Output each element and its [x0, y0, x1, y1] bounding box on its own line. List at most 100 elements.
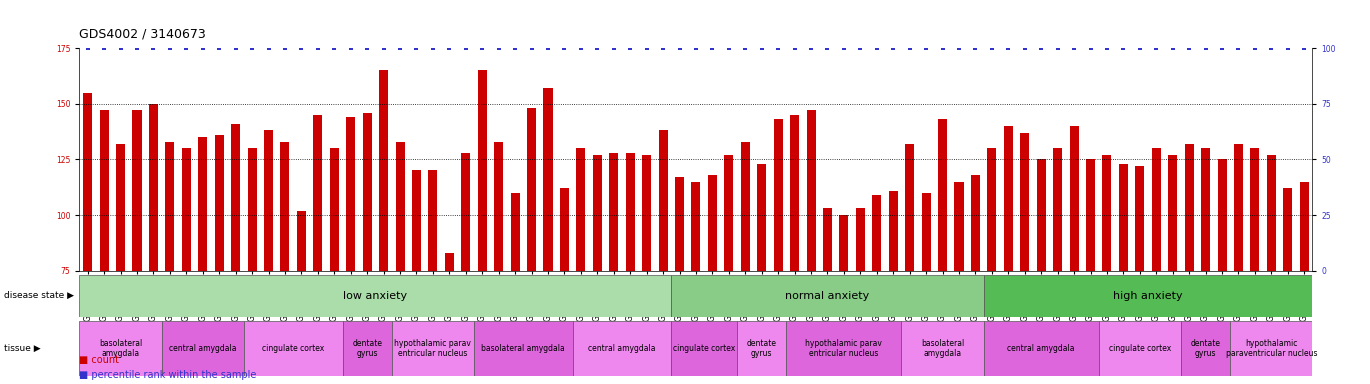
- Point: [504, 45, 526, 51]
- Text: basolateral
amygdala: basolateral amygdala: [921, 339, 964, 358]
- Bar: [1054, 148, 1062, 271]
- Point: [1030, 45, 1052, 51]
- Bar: [396, 142, 404, 271]
- Point: [586, 45, 608, 51]
- Bar: [840, 215, 848, 271]
- Bar: [626, 153, 634, 271]
- Text: low anxiety: low anxiety: [344, 291, 407, 301]
- Bar: [166, 142, 174, 271]
- Bar: [314, 115, 322, 271]
- Point: [652, 45, 674, 51]
- Bar: [971, 175, 980, 271]
- Bar: [1230, 321, 1312, 376]
- Point: [882, 45, 904, 51]
- Bar: [1218, 159, 1226, 271]
- Bar: [906, 144, 914, 271]
- Bar: [955, 182, 963, 271]
- Point: [685, 45, 707, 51]
- Bar: [1267, 155, 1275, 271]
- Bar: [215, 135, 223, 271]
- Point: [373, 45, 395, 51]
- Text: cingulate cortex: cingulate cortex: [1108, 344, 1171, 353]
- Text: dentate
gyrus: dentate gyrus: [1191, 339, 1221, 358]
- Text: central amygdala: central amygdala: [1007, 344, 1075, 353]
- Point: [159, 45, 181, 51]
- Bar: [938, 119, 947, 271]
- Point: [356, 45, 378, 51]
- Bar: [856, 209, 864, 271]
- Point: [800, 45, 822, 51]
- Point: [784, 45, 806, 51]
- Bar: [379, 70, 388, 271]
- Point: [1178, 45, 1200, 51]
- Bar: [560, 188, 569, 271]
- Bar: [577, 148, 585, 271]
- Bar: [133, 110, 141, 271]
- Bar: [823, 209, 832, 271]
- Bar: [737, 321, 786, 376]
- Point: [751, 45, 773, 51]
- Text: high anxiety: high anxiety: [1114, 291, 1182, 301]
- Point: [932, 45, 954, 51]
- Bar: [873, 195, 881, 271]
- Point: [389, 45, 411, 51]
- Point: [1096, 45, 1118, 51]
- Bar: [244, 321, 342, 376]
- Point: [1080, 45, 1101, 51]
- Point: [1277, 45, 1299, 51]
- Point: [899, 45, 921, 51]
- Bar: [347, 117, 355, 271]
- Bar: [1152, 148, 1160, 271]
- Point: [455, 45, 477, 51]
- Point: [192, 45, 214, 51]
- Point: [1195, 45, 1217, 51]
- Bar: [1300, 182, 1308, 271]
- Point: [406, 45, 427, 51]
- Point: [77, 45, 99, 51]
- Point: [1063, 45, 1085, 51]
- Point: [258, 45, 279, 51]
- Bar: [1070, 126, 1078, 271]
- Bar: [901, 321, 984, 376]
- Point: [175, 45, 197, 51]
- Point: [537, 45, 559, 51]
- Text: normal anxiety: normal anxiety: [785, 291, 870, 301]
- Bar: [593, 155, 601, 271]
- Bar: [330, 148, 338, 271]
- Point: [1047, 45, 1069, 51]
- Text: hypothalamic parav
entricular nucleus: hypothalamic parav entricular nucleus: [395, 339, 471, 358]
- Point: [866, 45, 888, 51]
- Bar: [692, 182, 700, 271]
- Text: ■ percentile rank within the sample: ■ percentile rank within the sample: [79, 370, 256, 380]
- Point: [274, 45, 296, 51]
- Point: [241, 45, 263, 51]
- Point: [1293, 45, 1315, 51]
- Bar: [1201, 148, 1210, 271]
- Bar: [984, 321, 1099, 376]
- Point: [964, 45, 986, 51]
- Bar: [790, 115, 799, 271]
- Point: [1129, 45, 1151, 51]
- Bar: [162, 321, 244, 376]
- Bar: [297, 210, 306, 271]
- Point: [636, 45, 658, 51]
- Point: [307, 45, 329, 51]
- Point: [981, 45, 1003, 51]
- Point: [488, 45, 510, 51]
- Bar: [495, 142, 503, 271]
- Bar: [1169, 155, 1177, 271]
- Point: [734, 45, 756, 51]
- Point: [208, 45, 230, 51]
- Point: [110, 45, 132, 51]
- Point: [438, 45, 460, 51]
- Point: [603, 45, 625, 51]
- Bar: [149, 104, 158, 271]
- Bar: [232, 124, 240, 271]
- Point: [1112, 45, 1134, 51]
- Bar: [116, 144, 125, 271]
- Text: dentate
gyrus: dentate gyrus: [747, 339, 777, 358]
- Bar: [79, 275, 671, 317]
- Bar: [462, 153, 470, 271]
- Bar: [758, 164, 766, 271]
- Bar: [671, 275, 984, 317]
